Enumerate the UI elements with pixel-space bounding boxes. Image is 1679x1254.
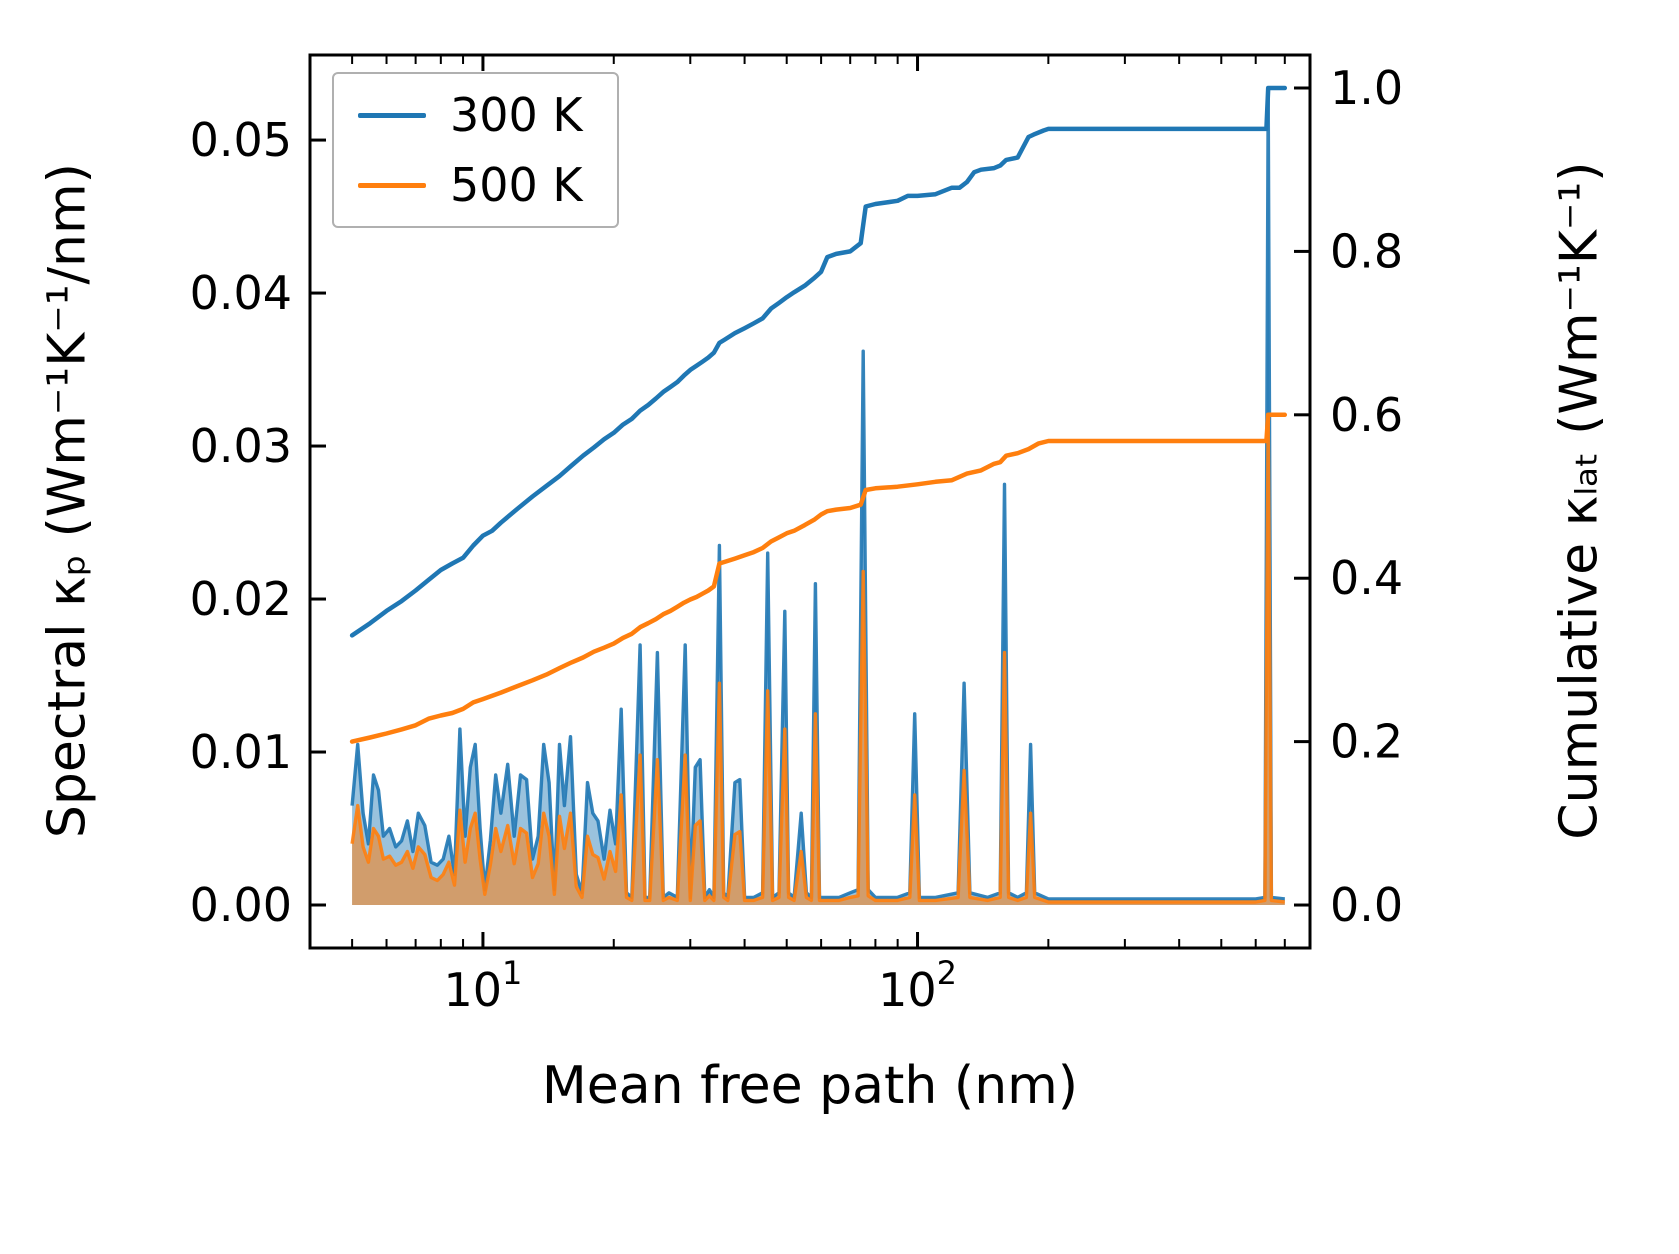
- legend-label-300k: 300 K: [450, 88, 583, 142]
- legend-item-300k: 300 K: [358, 92, 583, 138]
- y-axis-label-right: Cumulative κₗₐₜ (Wm⁻¹K⁻¹): [1549, 161, 1610, 840]
- svg-text:0.8: 0.8: [1330, 224, 1403, 278]
- svg-text:0.2: 0.2: [1330, 715, 1403, 769]
- y-axis-label-left: Spectral κₚ (Wm⁻¹K⁻¹/nm): [37, 163, 98, 839]
- svg-text:0.0: 0.0: [1330, 878, 1403, 932]
- svg-text:101: 101: [443, 954, 522, 1017]
- svg-text:102: 102: [878, 954, 957, 1017]
- svg-text:0.03: 0.03: [190, 419, 292, 473]
- legend-line-sample-500k: [358, 182, 426, 188]
- legend-item-500k: 500 K: [358, 162, 583, 208]
- legend: 300 K 500 K: [332, 72, 619, 228]
- x-axis-label: Mean free path (nm): [541, 1056, 1079, 1116]
- svg-text:0.6: 0.6: [1330, 388, 1403, 442]
- svg-text:0.04: 0.04: [190, 266, 292, 320]
- svg-text:0.02: 0.02: [190, 572, 292, 626]
- svg-text:0.4: 0.4: [1330, 551, 1403, 605]
- svg-text:0.00: 0.00: [190, 878, 292, 932]
- legend-line-sample-300k: [358, 112, 426, 118]
- svg-text:0.01: 0.01: [190, 725, 292, 779]
- legend-label-500k: 500 K: [450, 158, 583, 212]
- svg-text:0.05: 0.05: [190, 113, 292, 167]
- svg-text:1.0: 1.0: [1330, 61, 1403, 115]
